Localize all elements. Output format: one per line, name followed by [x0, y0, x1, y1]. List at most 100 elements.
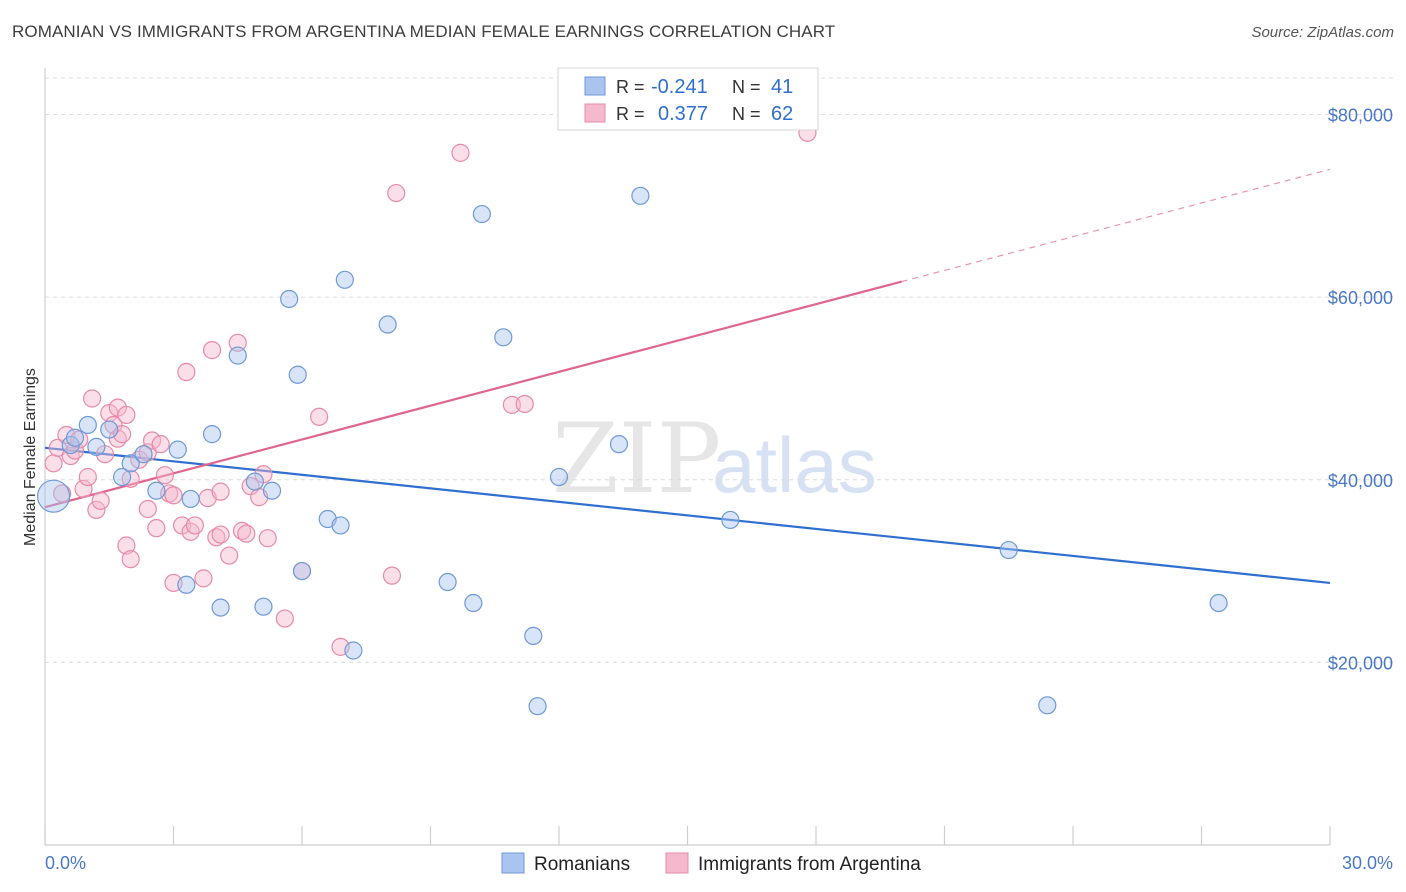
source-credit: Source: ZipAtlas.com [1251, 24, 1394, 41]
romanian-point [121, 454, 140, 473]
argentina-point [117, 405, 136, 425]
romanian-point [438, 572, 457, 592]
romanian-point [100, 420, 119, 439]
legend-n-label-1: N = [732, 77, 761, 97]
romanians-trend-line [44, 446, 1331, 585]
argentina-point [74, 479, 93, 498]
romanian-point [999, 540, 1018, 560]
argentina-point [310, 407, 329, 426]
trend-lines [44, 168, 1331, 585]
romanian-point [331, 516, 350, 535]
argentina-point [211, 482, 230, 501]
y-tick-label: $20,000 [1328, 653, 1393, 673]
romanian-point [280, 289, 299, 309]
romanian-point [202, 425, 222, 444]
argentina-point [78, 467, 97, 487]
correlation-legend: R = -0.241 N = 41 R = 0.377 N = 62 [557, 67, 819, 131]
legend-n-value-2: 62 [771, 103, 793, 125]
argentina-point [155, 466, 175, 485]
romanian-point [36, 479, 71, 513]
romanian-point [147, 481, 166, 500]
series-legend: Romanians Immigrants from Argentina [501, 852, 921, 875]
romanian-point [65, 428, 85, 447]
legend-n-label-2: N = [732, 104, 761, 124]
argentina-points [44, 123, 817, 656]
zipatlas-watermark: ZIP atlas [552, 403, 877, 515]
argentina-point [151, 435, 170, 454]
argentina-point [138, 499, 157, 519]
watermark-zip: ZIP [552, 403, 721, 515]
romanian-point [288, 365, 307, 384]
tick-labels: $20,000 $40,000 $60,000 $80,000 0.0% 30.0% [45, 106, 1393, 873]
romanian-point [87, 437, 106, 456]
argentina-point [382, 566, 402, 585]
romanian-point [344, 641, 363, 660]
y-axis-label: Median Female Earnings [22, 368, 39, 546]
romanian-point [181, 489, 200, 509]
watermark-atlas: atlas [712, 421, 877, 509]
romanian-point [78, 415, 97, 435]
argentina-point [185, 516, 205, 535]
romanian-point [228, 346, 247, 365]
legend-r-value-2: 0.377 [658, 103, 708, 125]
romanian-point [335, 270, 354, 289]
romanian-point [524, 626, 543, 646]
legend-swatch-romanians-bottom [501, 852, 525, 874]
romanian-point [262, 481, 282, 500]
argentina-point [228, 333, 247, 352]
argentina-point [515, 394, 534, 414]
romanian-point [112, 467, 132, 487]
argentina-point [275, 609, 294, 628]
romanian-point [631, 186, 650, 205]
argentina-point [177, 362, 196, 382]
grid-lines [45, 77, 1394, 663]
x-tick-label: 0.0% [45, 853, 86, 873]
argentina-point [211, 525, 230, 544]
argentina-point [202, 341, 222, 360]
romanian-points [36, 186, 1228, 716]
legend-swatch-romanians [584, 76, 606, 96]
argentina-point [87, 500, 106, 519]
argentina-point [121, 550, 140, 569]
x-tick-label: 30.0% [1342, 853, 1393, 873]
romanian-point [464, 593, 483, 613]
argentina-point [83, 389, 102, 408]
romanian-point [292, 561, 312, 581]
romanian-point [472, 204, 491, 224]
romanian-point [1209, 593, 1228, 613]
argentina-point [194, 569, 213, 588]
legend-label-argentina: Immigrants from Argentina [698, 854, 921, 875]
romanian-point [211, 598, 230, 617]
y-tick-label: $60,000 [1328, 288, 1393, 308]
romanian-point [168, 440, 187, 459]
argentina-point [91, 491, 110, 510]
argentina-point [387, 183, 406, 203]
argentina-point [117, 536, 136, 555]
romanian-point [494, 328, 513, 347]
axes [44, 68, 1331, 846]
argentina-point [258, 529, 277, 548]
romanian-point [177, 575, 196, 594]
chart-title: ROMANIAN VS IMMIGRANTS FROM ARGENTINA ME… [12, 22, 836, 41]
legend-swatch-argentina-bottom [665, 852, 689, 874]
argentina-point [53, 484, 72, 503]
y-tick-label: $80,000 [1328, 106, 1393, 126]
romanian-point [721, 510, 740, 530]
argentina-trend-extension [901, 168, 1331, 283]
y-tick-label: $40,000 [1328, 471, 1393, 491]
legend-r-label-1: R = [616, 77, 645, 97]
argentina-point [164, 486, 183, 505]
romanian-point [254, 597, 273, 616]
legend-r-label-2: R = [616, 104, 645, 124]
argentina-point [237, 524, 256, 543]
legend-swatch-argentina [584, 103, 606, 123]
romanian-point [528, 697, 547, 716]
romanian-point [245, 472, 264, 491]
romanian-point [549, 467, 569, 487]
argentina-point [451, 143, 470, 162]
romanian-point [134, 445, 153, 464]
argentina-point [220, 546, 239, 565]
argentina-trend-line [44, 280, 902, 509]
romanian-point [609, 435, 629, 454]
